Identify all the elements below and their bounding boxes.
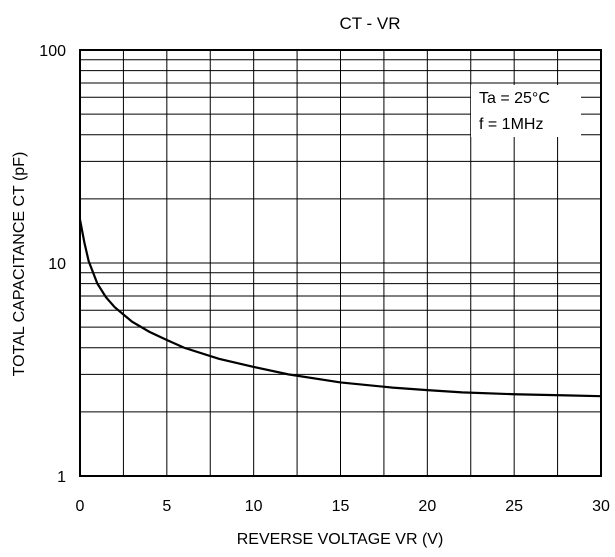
x-tick-labels: 0 5 10 15 20 25 30 <box>76 498 610 515</box>
y-tick-label: 100 <box>39 43 66 60</box>
y-axis-label: TOTAL CAPACITANCE CT (pF) <box>11 152 28 377</box>
chart-title: CT - VR <box>339 14 400 33</box>
x-tick-label: 0 <box>76 498 85 515</box>
curve-layer <box>78 219 602 398</box>
x-tick-label: 25 <box>505 498 523 515</box>
y-tick-label: 10 <box>48 256 66 273</box>
annotation-frequency: f = 1MHz <box>479 116 543 133</box>
capacitance-curve <box>78 219 602 398</box>
y-tick-labels: 1 10 100 <box>39 43 66 486</box>
plot-frame <box>79 49 602 477</box>
annotation-box <box>471 85 581 137</box>
x-tick-label: 20 <box>418 498 436 515</box>
x-axis-label: REVERSE VOLTAGE VR (V) <box>237 531 444 548</box>
annotation-temperature: Ta = 25°C <box>479 90 550 107</box>
y-tick-label: 1 <box>57 469 66 486</box>
x-tick-label: 5 <box>162 498 171 515</box>
x-tick-label: 15 <box>332 498 350 515</box>
x-tick-label: 30 <box>592 498 610 515</box>
x-tick-label: 10 <box>245 498 263 515</box>
